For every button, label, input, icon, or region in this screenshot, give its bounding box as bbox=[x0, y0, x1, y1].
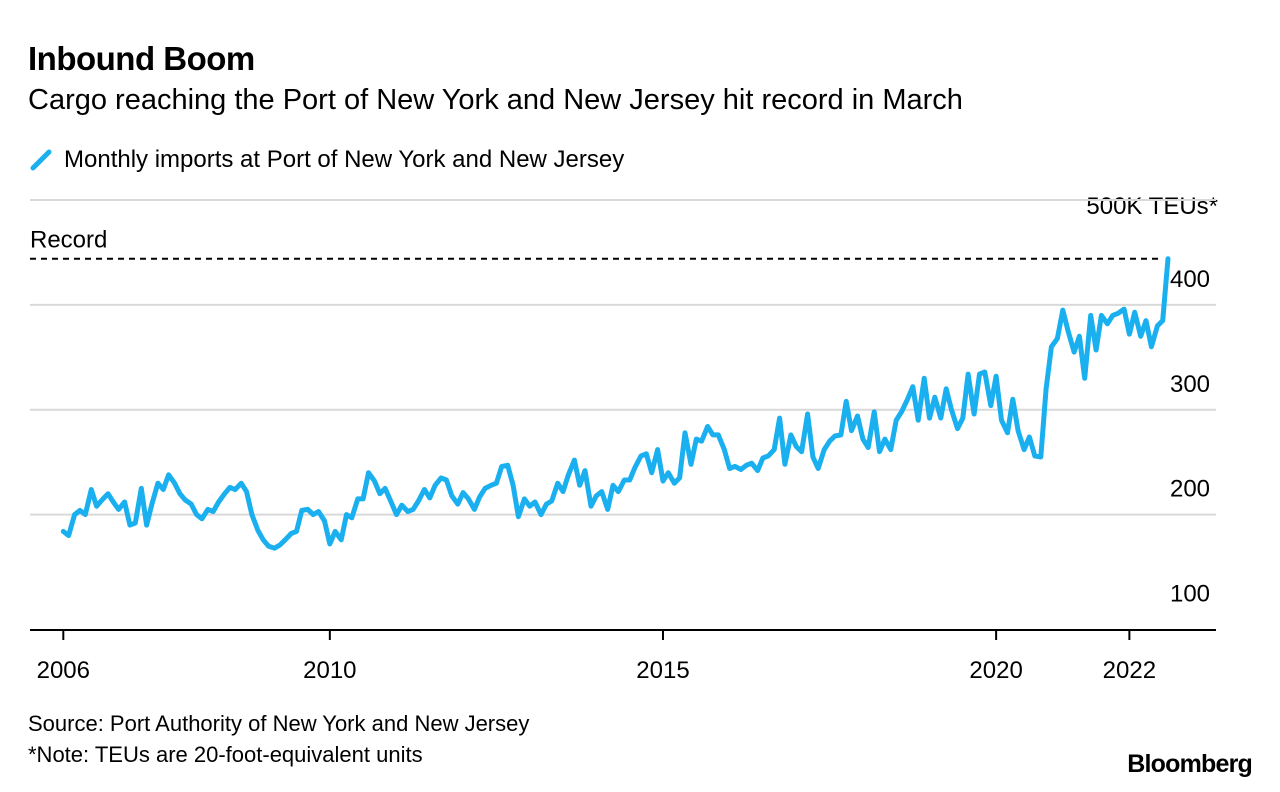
y-axis-unit-label: 500K TEUs* bbox=[1086, 193, 1218, 220]
x-tick-label-2020: 2020 bbox=[969, 657, 1022, 684]
y-tick-label-100: 100 bbox=[1170, 581, 1210, 608]
record-label: Record bbox=[30, 227, 107, 254]
footer-notes: Source: Port Authority of New York and N… bbox=[28, 708, 529, 770]
legend-swatch-icon bbox=[30, 149, 52, 171]
series-line-0 bbox=[60, 256, 1171, 551]
y-tick-label-300: 300 bbox=[1170, 371, 1210, 398]
y-tick-label-400: 400 bbox=[1170, 266, 1210, 293]
y-tick-label-200: 200 bbox=[1170, 476, 1210, 503]
source-note: Source: Port Authority of New York and N… bbox=[28, 711, 530, 736]
chart-title: Inbound Boom bbox=[28, 40, 255, 77]
x-tick-label-2015: 2015 bbox=[636, 657, 689, 684]
teu-note: *Note: TEUs are 20-foot-equivalent units bbox=[28, 742, 423, 767]
bloomberg-logo: Bloomberg bbox=[1127, 750, 1253, 778]
x-tick-label-2022: 2022 bbox=[1103, 657, 1156, 684]
legend: Monthly imports at Port of New York and … bbox=[30, 146, 624, 174]
chart-subtitle: Cargo reaching the Port of New York and … bbox=[28, 84, 963, 116]
legend-label: Monthly imports at Port of New York and … bbox=[64, 146, 625, 173]
x-tick-label-2010: 2010 bbox=[303, 657, 356, 684]
x-tick-label-2006: 2006 bbox=[37, 657, 90, 684]
